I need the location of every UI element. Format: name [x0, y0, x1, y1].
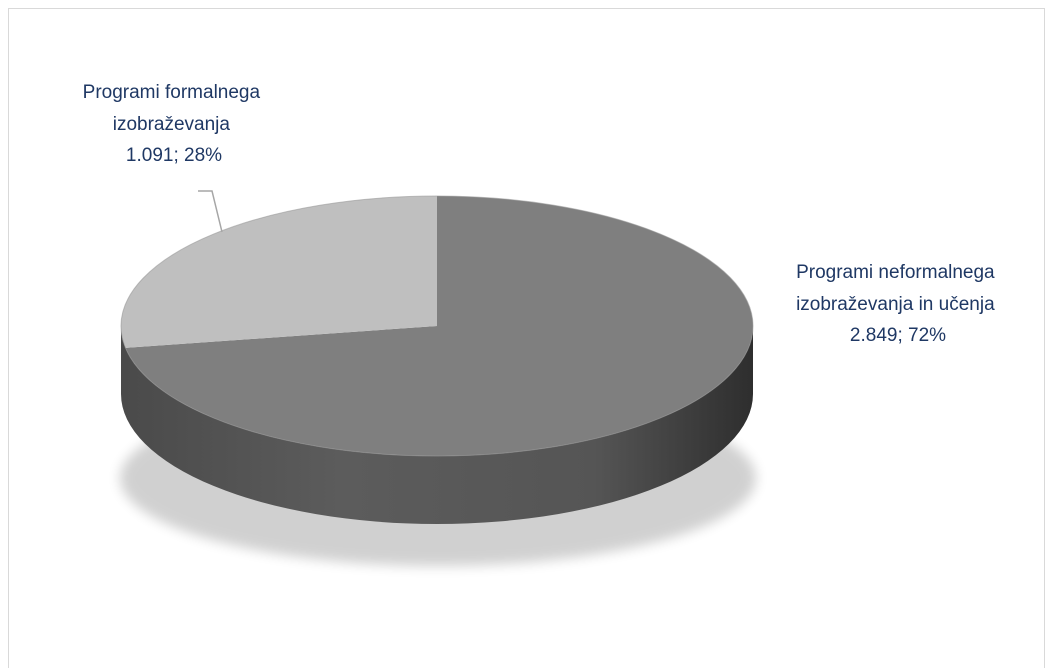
chart-frame	[8, 8, 1045, 668]
label-nonformal: Programi neformalnega izobraževanja in u…	[796, 262, 1000, 346]
pie-slice-0	[125, 196, 754, 456]
pie-rim	[120, 195, 754, 457]
pie-side	[121, 326, 753, 524]
pie-top	[120, 195, 754, 457]
pie-slice-1	[121, 196, 438, 348]
leader-line-formal	[198, 190, 223, 233]
label-formal: Programi formalnega izobraževanja 1.091;…	[83, 82, 266, 166]
pie-side-wall	[121, 326, 753, 524]
